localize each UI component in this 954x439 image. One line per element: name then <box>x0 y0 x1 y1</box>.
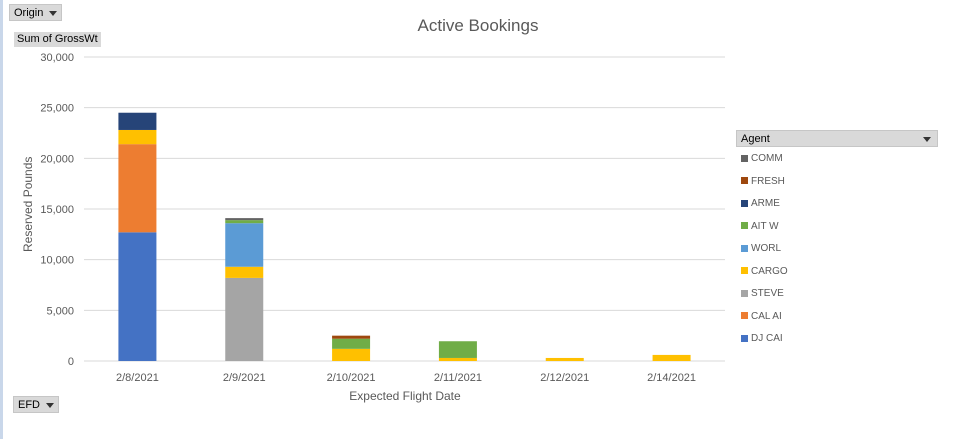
value-field-button[interactable]: Sum of GrossWt <box>14 32 101 47</box>
legend-swatch <box>741 177 748 185</box>
legend-item[interactable]: STEVE <box>741 288 784 300</box>
efd-axis-filter-button[interactable]: EFD <box>13 396 59 413</box>
legend-item[interactable]: CARGO <box>741 266 788 278</box>
legend-label: AIT W <box>751 220 779 232</box>
x-tick-label: 2/12/2021 <box>540 372 589 384</box>
agent-filter-label: Agent <box>741 133 770 145</box>
efd-filter-label: EFD <box>18 399 40 411</box>
legend-swatch <box>741 222 748 230</box>
legend-swatch <box>741 267 748 275</box>
agent-legend-filter-button[interactable]: Agent <box>736 130 938 147</box>
bar-segment <box>225 266 264 278</box>
legend-item[interactable]: ARME <box>741 198 780 210</box>
bar-segment <box>652 354 691 361</box>
bar-segment <box>118 232 157 361</box>
bar-segment <box>118 129 157 145</box>
legend-label: WORL <box>751 243 781 254</box>
bar-segment <box>225 220 264 224</box>
legend-swatch <box>741 199 748 207</box>
y-tick-label: 5,000 <box>46 305 74 317</box>
y-tick-label: 20,000 <box>40 153 74 165</box>
y-tick-label: 25,000 <box>40 103 74 115</box>
legend-swatch <box>741 244 748 252</box>
bar-segment <box>545 357 584 361</box>
bar-segment <box>225 277 264 361</box>
x-tick-label: 2/9/2021 <box>223 372 266 384</box>
bar-segment <box>332 348 371 361</box>
bar-segment <box>118 112 157 130</box>
legend-label: FRESH <box>751 175 785 187</box>
legend-label: DJ CAI <box>751 333 783 344</box>
bar-segment <box>438 357 477 361</box>
legend-item[interactable]: FRESH <box>741 176 785 188</box>
legend-item[interactable]: WORL <box>741 243 781 255</box>
y-tick-label: 30,000 <box>40 52 74 64</box>
legend-swatch <box>741 334 748 342</box>
bar-segment <box>118 144 157 233</box>
legend-swatch <box>741 312 748 320</box>
origin-filter-label: Origin <box>14 7 44 19</box>
bar-segment <box>225 218 264 221</box>
bar-segment <box>332 338 371 349</box>
legend-item[interactable]: AIT W <box>741 221 779 233</box>
x-tick-label: 2/11/2021 <box>434 372 482 384</box>
dropdown-arrow-icon <box>923 137 931 142</box>
legend-label: COMM <box>751 153 783 164</box>
legend-item[interactable]: COMM <box>741 153 783 165</box>
bar-segment <box>438 341 477 358</box>
window-edge <box>0 0 3 439</box>
legend-swatch <box>741 289 748 297</box>
y-tick-label: 15,000 <box>40 204 74 216</box>
dropdown-arrow-icon <box>46 402 54 408</box>
bar-segment <box>332 335 371 339</box>
x-tick-label: 2/14/2021 <box>647 372 696 384</box>
x-tick-label: 2/10/2021 <box>327 372 376 384</box>
chart-title: Active Bookings <box>417 16 539 35</box>
bar-segment <box>225 223 264 267</box>
x-axis-label: Expected Flight Date <box>349 389 461 403</box>
y-tick-label: 0 <box>68 356 74 368</box>
legend-item[interactable]: DJ CAI <box>741 333 783 345</box>
legend-swatch <box>741 154 748 162</box>
legend-label: ARME <box>751 198 780 209</box>
legend-label: CARGO <box>751 265 788 277</box>
legend-item[interactable]: CAL AI <box>741 311 782 323</box>
dropdown-arrow-icon <box>49 10 58 16</box>
origin-filter-button[interactable]: Origin <box>9 4 63 21</box>
legend-label: STEVE <box>751 288 784 299</box>
x-tick-label: 2/8/2021 <box>116 372 159 384</box>
y-tick-label: 10,000 <box>40 255 74 267</box>
legend-label: CAL AI <box>751 310 782 322</box>
